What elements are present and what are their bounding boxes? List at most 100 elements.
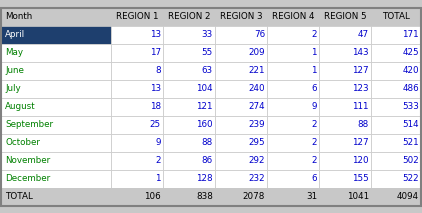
Bar bbox=[111, 170, 163, 187]
Text: 239: 239 bbox=[249, 120, 265, 129]
Bar bbox=[267, 98, 319, 115]
Text: REGION 4: REGION 4 bbox=[272, 12, 314, 21]
Bar bbox=[267, 115, 319, 134]
Text: 1: 1 bbox=[311, 48, 317, 57]
Text: 232: 232 bbox=[249, 174, 265, 183]
Bar bbox=[111, 79, 163, 98]
Bar bbox=[371, 62, 421, 79]
Bar bbox=[111, 62, 163, 79]
Bar bbox=[215, 170, 267, 187]
Bar bbox=[371, 151, 421, 170]
Bar bbox=[1, 62, 111, 79]
Text: 1: 1 bbox=[155, 174, 161, 183]
Bar bbox=[1, 7, 111, 26]
Text: 240: 240 bbox=[249, 84, 265, 93]
Text: 9: 9 bbox=[155, 138, 161, 147]
Bar bbox=[163, 115, 215, 134]
Text: 1: 1 bbox=[311, 66, 317, 75]
Text: REGION 2: REGION 2 bbox=[168, 12, 210, 21]
Bar bbox=[111, 187, 163, 206]
Text: 2: 2 bbox=[311, 120, 317, 129]
Bar bbox=[319, 151, 371, 170]
Text: Month: Month bbox=[5, 12, 32, 21]
Bar bbox=[319, 170, 371, 187]
Bar bbox=[371, 26, 421, 43]
Text: 17: 17 bbox=[150, 48, 161, 57]
Bar bbox=[267, 62, 319, 79]
Bar bbox=[319, 115, 371, 134]
Bar bbox=[319, 79, 371, 98]
Text: November: November bbox=[5, 156, 50, 165]
Text: 522: 522 bbox=[402, 174, 419, 183]
Text: May: May bbox=[5, 48, 23, 57]
Text: 13: 13 bbox=[150, 84, 161, 93]
Text: 121: 121 bbox=[197, 102, 213, 111]
Bar bbox=[319, 43, 371, 62]
Text: 127: 127 bbox=[352, 138, 369, 147]
Bar bbox=[163, 62, 215, 79]
Bar bbox=[111, 115, 163, 134]
Bar bbox=[267, 151, 319, 170]
Bar bbox=[371, 115, 421, 134]
Bar bbox=[163, 98, 215, 115]
Bar bbox=[163, 43, 215, 62]
Bar bbox=[319, 187, 371, 206]
Bar bbox=[215, 134, 267, 151]
Text: REGION 5: REGION 5 bbox=[324, 12, 366, 21]
Text: 25: 25 bbox=[150, 120, 161, 129]
Bar bbox=[319, 7, 371, 26]
Text: 2: 2 bbox=[155, 156, 161, 165]
Bar bbox=[371, 98, 421, 115]
Bar bbox=[267, 43, 319, 62]
Bar bbox=[267, 7, 319, 26]
Bar bbox=[163, 151, 215, 170]
Bar bbox=[163, 7, 215, 26]
Bar bbox=[371, 43, 421, 62]
Bar bbox=[267, 170, 319, 187]
Bar bbox=[111, 98, 163, 115]
Bar bbox=[163, 134, 215, 151]
Text: 106: 106 bbox=[144, 192, 161, 201]
Bar bbox=[215, 7, 267, 26]
Text: 4094: 4094 bbox=[397, 192, 419, 201]
Text: 18: 18 bbox=[150, 102, 161, 111]
Bar bbox=[267, 79, 319, 98]
Text: 155: 155 bbox=[352, 174, 369, 183]
Bar bbox=[163, 26, 215, 43]
Bar bbox=[371, 79, 421, 98]
Text: December: December bbox=[5, 174, 50, 183]
Bar bbox=[215, 187, 267, 206]
Text: 2: 2 bbox=[311, 156, 317, 165]
Bar bbox=[267, 187, 319, 206]
Bar bbox=[371, 170, 421, 187]
Text: 274: 274 bbox=[249, 102, 265, 111]
Bar bbox=[319, 26, 371, 43]
Text: 104: 104 bbox=[196, 84, 213, 93]
Text: 221: 221 bbox=[249, 66, 265, 75]
Bar bbox=[371, 187, 421, 206]
Text: 295: 295 bbox=[249, 138, 265, 147]
Bar bbox=[319, 62, 371, 79]
Text: 425: 425 bbox=[402, 48, 419, 57]
Text: 123: 123 bbox=[352, 84, 369, 93]
Bar bbox=[267, 134, 319, 151]
Bar bbox=[111, 26, 163, 43]
Text: 160: 160 bbox=[196, 120, 213, 129]
Text: 127: 127 bbox=[352, 66, 369, 75]
Bar bbox=[215, 79, 267, 98]
Text: 2: 2 bbox=[311, 138, 317, 147]
Bar bbox=[215, 26, 267, 43]
Text: 514: 514 bbox=[402, 120, 419, 129]
Text: 76: 76 bbox=[254, 30, 265, 39]
Bar bbox=[163, 187, 215, 206]
Bar bbox=[267, 26, 319, 43]
Text: 2078: 2078 bbox=[243, 192, 265, 201]
Text: 533: 533 bbox=[402, 102, 419, 111]
Bar bbox=[1, 170, 111, 187]
Text: 143: 143 bbox=[352, 48, 369, 57]
Text: 1041: 1041 bbox=[347, 192, 369, 201]
Text: 502: 502 bbox=[402, 156, 419, 165]
Bar bbox=[371, 134, 421, 151]
Text: 486: 486 bbox=[402, 84, 419, 93]
Text: June: June bbox=[5, 66, 24, 75]
